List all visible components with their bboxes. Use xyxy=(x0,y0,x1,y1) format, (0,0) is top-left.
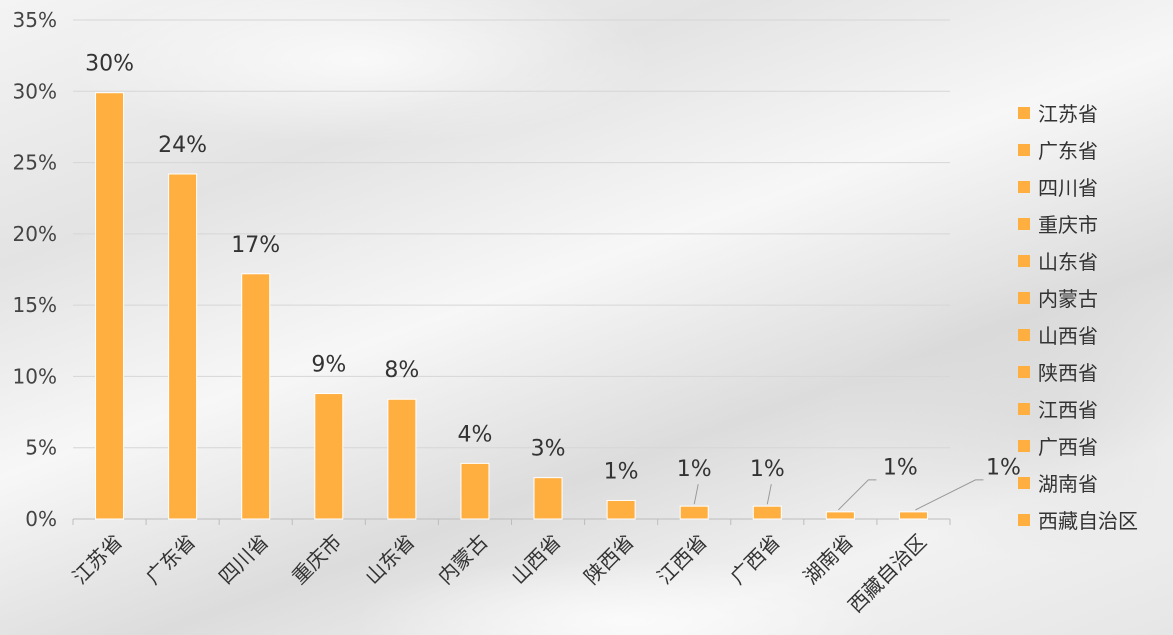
bar xyxy=(314,393,344,520)
category-label: 四川省 xyxy=(214,530,273,589)
category-label: 陕西省 xyxy=(579,530,638,589)
legend-label: 广东省 xyxy=(1038,139,1098,163)
legend-item[interactable]: 湖南省 xyxy=(1018,464,1138,501)
bar xyxy=(679,505,709,520)
data-label-leader xyxy=(766,484,772,505)
bar xyxy=(241,273,271,520)
legend-swatch xyxy=(1018,476,1030,489)
data-label: 1% xyxy=(604,459,639,484)
data-label-leader xyxy=(838,479,877,511)
data-label: 17% xyxy=(231,233,280,258)
y-tick-label: 35% xyxy=(13,8,57,32)
legend-item[interactable]: 重庆市 xyxy=(1018,205,1138,242)
legend-swatch xyxy=(1018,143,1030,156)
legend-label: 湖南省 xyxy=(1038,472,1098,496)
legend-item[interactable]: 山东省 xyxy=(1018,242,1138,279)
bar xyxy=(168,173,198,520)
legend-swatch xyxy=(1018,439,1030,452)
legend-item[interactable]: 西藏自治区 xyxy=(1018,501,1138,538)
data-label: 1% xyxy=(986,456,1021,481)
legend-swatch xyxy=(1018,328,1030,341)
bar xyxy=(387,398,417,520)
bar xyxy=(533,477,563,520)
category-label: 山东省 xyxy=(360,530,419,589)
bar xyxy=(606,499,636,520)
legend-swatch xyxy=(1018,291,1030,304)
legend-swatch xyxy=(1018,180,1030,193)
y-tick-label: 0% xyxy=(25,507,57,531)
legend-label: 陕西省 xyxy=(1038,361,1098,385)
data-label: 1% xyxy=(750,457,785,482)
category-label: 湖南省 xyxy=(799,530,858,589)
legend-swatch xyxy=(1018,365,1030,378)
data-label: 30% xyxy=(85,52,134,77)
data-label-leader xyxy=(693,484,699,505)
legend-item[interactable]: 江苏省 xyxy=(1018,94,1138,131)
category-label: 江苏省 xyxy=(68,530,127,589)
legend-swatch xyxy=(1018,217,1030,230)
y-tick-label: 5% xyxy=(25,436,57,460)
legend-item[interactable]: 陕西省 xyxy=(1018,353,1138,390)
legend-swatch xyxy=(1018,106,1030,119)
y-tick-label: 25% xyxy=(13,151,57,175)
legend-swatch xyxy=(1018,402,1030,415)
legend-swatch xyxy=(1018,254,1030,267)
legend-label: 西藏自治区 xyxy=(1038,509,1138,533)
data-label: 4% xyxy=(458,422,493,447)
data-label: 8% xyxy=(384,358,419,383)
legend-label: 山西省 xyxy=(1038,324,1098,348)
legend-label: 江苏省 xyxy=(1038,102,1098,126)
legend-label: 广西省 xyxy=(1038,435,1098,459)
bar xyxy=(825,511,855,520)
y-tick-label: 30% xyxy=(13,79,57,103)
category-label: 西藏自治区 xyxy=(843,530,931,618)
y-tick-label: 20% xyxy=(13,222,57,246)
legend-label: 江西省 xyxy=(1038,398,1098,422)
data-label: 9% xyxy=(311,353,346,378)
bar xyxy=(460,462,490,520)
legend-item[interactable]: 广东省 xyxy=(1018,131,1138,168)
bar xyxy=(898,511,928,520)
category-label: 重庆市 xyxy=(287,530,346,589)
legend-label: 内蒙古 xyxy=(1038,287,1098,311)
legend-item[interactable]: 内蒙古 xyxy=(1018,279,1138,316)
category-label: 山西省 xyxy=(506,530,565,589)
data-label: 1% xyxy=(883,456,918,481)
legend-item[interactable]: 山西省 xyxy=(1018,316,1138,353)
data-label: 1% xyxy=(677,457,712,482)
data-label: 24% xyxy=(158,133,207,158)
y-tick-label: 15% xyxy=(13,293,57,317)
bar xyxy=(95,92,125,520)
category-label: 江西省 xyxy=(652,530,711,589)
legend-label: 重庆市 xyxy=(1038,213,1098,237)
y-tick-label: 10% xyxy=(13,364,57,388)
legend-label: 山东省 xyxy=(1038,250,1098,274)
bar xyxy=(752,505,782,520)
category-label: 广西省 xyxy=(725,530,784,589)
category-label: 广东省 xyxy=(141,530,200,589)
legend-swatch xyxy=(1018,513,1030,526)
legend: 江苏省 广东省 四川省 重庆市 山东省 内蒙古 山西省 陕西省 江西省 广西省 … xyxy=(1018,94,1138,538)
legend-item[interactable]: 江西省 xyxy=(1018,390,1138,427)
legend-item[interactable]: 四川省 xyxy=(1018,168,1138,205)
data-label-leader xyxy=(915,479,984,511)
data-label: 3% xyxy=(531,437,566,462)
category-label: 内蒙古 xyxy=(433,530,492,589)
legend-label: 四川省 xyxy=(1038,176,1098,200)
legend-item[interactable]: 广西省 xyxy=(1018,427,1138,464)
